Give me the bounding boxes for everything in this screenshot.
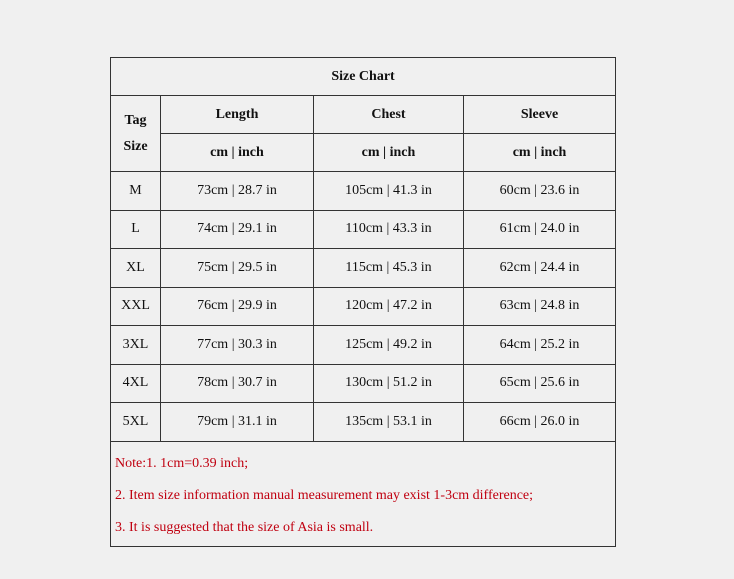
length-cell: 78cm | 30.7 in	[160, 363, 314, 403]
size-cell: XXL	[110, 286, 161, 326]
size-cell: XL	[110, 248, 161, 288]
size-cell: L	[110, 209, 161, 249]
length-cell: 79cm | 31.1 in	[160, 402, 314, 442]
sleeve-unit: cm | inch	[462, 133, 617, 172]
chest-cell: 110cm | 43.3 in	[313, 209, 464, 249]
table-row: 3XL 77cm | 30.3 in 125cm | 49.2 in 64cm | 2…	[110, 325, 617, 365]
sleeve-cell: 64cm | 25.2 in	[462, 325, 617, 365]
size-cell: 4XL	[110, 363, 161, 403]
size-chart-table: Size Chart Tag Size Length Chest Sleeve …	[109, 57, 617, 547]
sleeve-cell: 62cm | 24.4 in	[462, 248, 617, 288]
table-row: 5XL 79cm | 31.1 in 135cm | 53.1 in 66cm | 2…	[110, 402, 617, 442]
chest-cell: 130cm | 51.2 in	[313, 363, 464, 403]
size-cell: 3XL	[110, 325, 161, 365]
note-3: 3. It is suggested that the size of Asia…	[115, 519, 374, 535]
table-row: 4XL 78cm | 30.7 in 130cm | 51.2 in 65cm | 2…	[110, 363, 617, 403]
sleeve-header: Sleeve	[462, 95, 617, 134]
sleeve-cell: 61cm | 24.0 in	[462, 209, 617, 249]
length-cell: 74cm | 29.1 in	[160, 209, 314, 249]
length-cell: 76cm | 29.9 in	[160, 286, 314, 326]
size-cell: M	[110, 171, 161, 211]
chest-cell: 125cm | 49.2 in	[313, 325, 464, 365]
sleeve-cell: 60cm | 23.6 in	[462, 171, 617, 211]
table-row: XL 75cm | 29.5 in 115cm | 45.3 in 62cm | 24…	[110, 248, 617, 288]
chest-unit: cm | inch	[313, 133, 464, 172]
length-header: Length	[160, 95, 314, 134]
table-row: L 74cm | 29.1 in 110cm | 43.3 in 61cm | 24.…	[110, 209, 617, 249]
sleeve-cell: 65cm | 25.6 in	[462, 363, 617, 403]
length-cell: 73cm | 28.7 in	[160, 171, 314, 211]
length-cell: 77cm | 30.3 in	[160, 325, 314, 365]
sleeve-cell: 63cm | 24.8 in	[462, 286, 617, 326]
chest-cell: 120cm | 47.2 in	[313, 286, 464, 326]
chest-cell: 135cm | 53.1 in	[313, 402, 464, 442]
chest-cell: 115cm | 45.3 in	[313, 248, 464, 288]
length-cell: 75cm | 29.5 in	[160, 248, 314, 288]
table-row: XXL 76cm | 29.9 in 120cm | 47.2 in 63cm | 2…	[110, 286, 617, 326]
tag-label: Tag	[124, 112, 147, 128]
chest-header: Chest	[313, 95, 464, 134]
notes-cell: Note:1. 1cm=0.39 inch; 2. Item size info…	[109, 440, 617, 547]
table-title: Size Chart	[109, 57, 617, 96]
tag-size-header: Tag Size	[110, 95, 161, 172]
chest-cell: 105cm | 41.3 in	[313, 171, 464, 211]
sleeve-cell: 66cm | 26.0 in	[462, 402, 617, 442]
size-cell: 5XL	[110, 402, 161, 442]
table-row: M 73cm | 28.7 in 105cm | 41.3 in 60cm | 23.…	[110, 171, 617, 211]
size-label: Size	[123, 138, 148, 154]
length-unit: cm | inch	[160, 133, 314, 172]
note-1: Note:1. 1cm=0.39 inch;	[115, 455, 249, 471]
note-2: 2. Item size information manual measurem…	[115, 487, 534, 503]
